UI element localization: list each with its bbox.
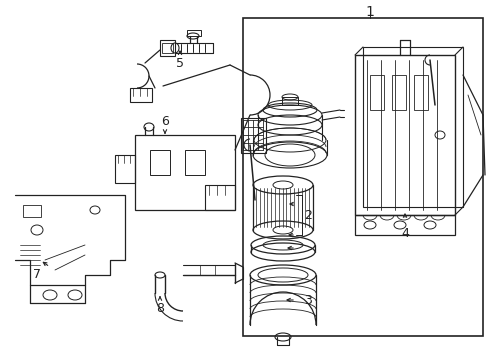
- Bar: [115, 155, 135, 183]
- Text: 8: 8: [156, 302, 164, 315]
- Bar: [241, 118, 266, 153]
- Bar: [243, 18, 483, 336]
- Bar: [205, 185, 235, 210]
- Text: 2: 2: [304, 208, 312, 221]
- Bar: [392, 75, 406, 110]
- Bar: [23, 205, 41, 217]
- Bar: [185, 150, 205, 175]
- Text: 3: 3: [304, 293, 312, 306]
- Text: 5: 5: [176, 57, 184, 69]
- Bar: [355, 55, 455, 215]
- Bar: [160, 40, 175, 56]
- Text: 1: 1: [366, 5, 374, 19]
- Bar: [370, 75, 384, 110]
- Text: 4: 4: [401, 226, 409, 239]
- Bar: [414, 75, 428, 110]
- Bar: [150, 150, 170, 175]
- Bar: [282, 97, 298, 105]
- Bar: [187, 30, 201, 36]
- Bar: [162, 43, 173, 53]
- Bar: [130, 88, 152, 102]
- Bar: [355, 215, 455, 235]
- Bar: [363, 47, 463, 207]
- Text: 6: 6: [161, 114, 169, 127]
- Bar: [135, 135, 235, 210]
- Text: 7: 7: [33, 269, 41, 282]
